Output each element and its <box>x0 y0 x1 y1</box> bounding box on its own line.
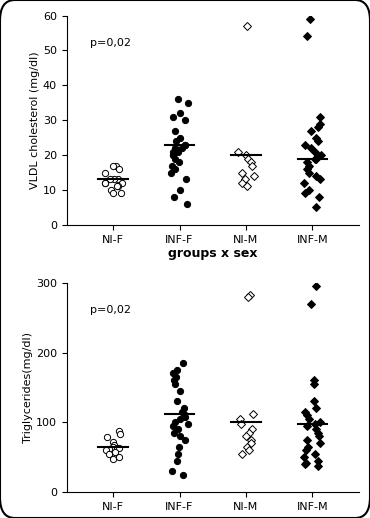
X-axis label: groups x sex: groups x sex <box>168 247 258 261</box>
Text: p=0,02: p=0,02 <box>90 38 131 48</box>
X-axis label: groups x sex: groups x sex <box>168 514 258 518</box>
Y-axis label: Triglycerides(mg/dl): Triglycerides(mg/dl) <box>23 332 33 443</box>
Y-axis label: VLDL cholesterol (mg/dl): VLDL cholesterol (mg/dl) <box>30 51 40 189</box>
Text: p=0,02: p=0,02 <box>90 305 131 315</box>
